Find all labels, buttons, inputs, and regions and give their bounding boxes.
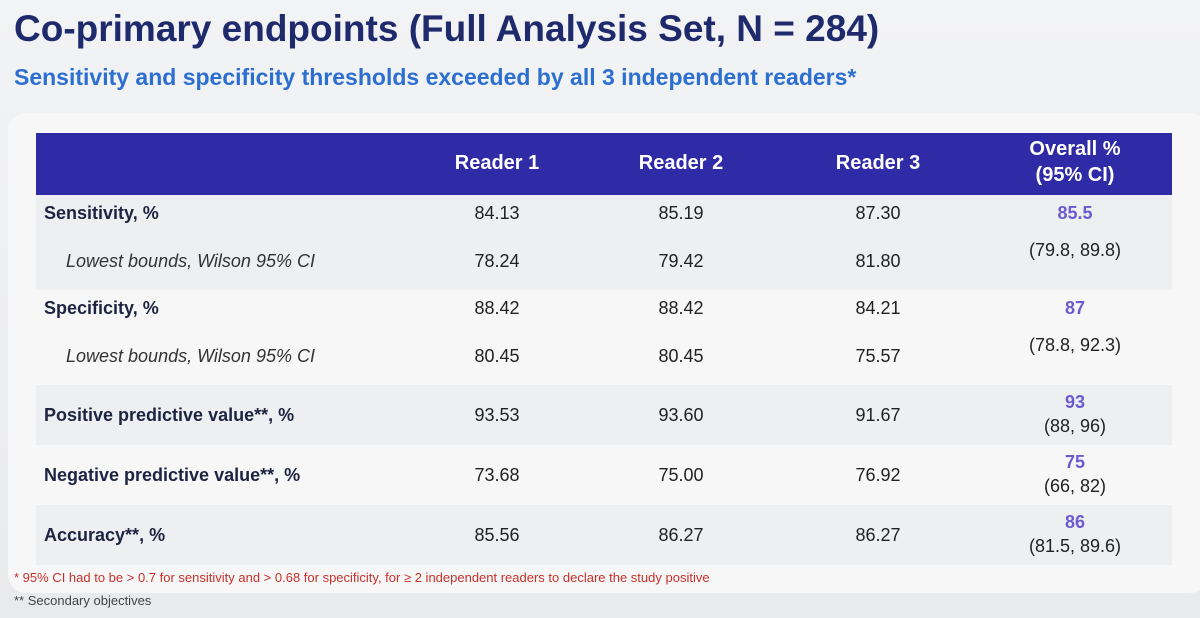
cell-value: 85.19 xyxy=(658,203,704,223)
cell-value: 85.56 xyxy=(474,525,520,545)
column-header: Reader 1 xyxy=(454,152,540,174)
cell-value: 81.80 xyxy=(855,251,901,271)
row-band xyxy=(36,290,1172,385)
cell-value: 86.27 xyxy=(658,525,704,545)
cell-value: 86.27 xyxy=(855,525,901,545)
row-label: Negative predictive value**, % xyxy=(44,465,301,485)
cell-value: 73.68 xyxy=(474,465,520,485)
row-band xyxy=(36,505,1172,565)
row-label: Sensitivity, % xyxy=(44,203,159,223)
overall-value: 75 xyxy=(1064,452,1086,472)
row-band xyxy=(36,385,1172,445)
overall-value: 85.5 xyxy=(1057,203,1093,223)
row-label: Positive predictive value**, % xyxy=(44,405,295,425)
subtitle: Sensitivity and specificity thresholds e… xyxy=(14,64,857,90)
row-label: Specificity, % xyxy=(44,298,159,318)
cell-value: 75.00 xyxy=(658,465,704,485)
cell-value: 78.24 xyxy=(474,251,520,271)
cell-value: 79.42 xyxy=(658,251,704,271)
cell-value: 91.67 xyxy=(855,405,901,425)
overall-ci: (81.5, 89.6) xyxy=(1028,536,1122,556)
overall-value: 87 xyxy=(1064,298,1086,318)
footnote: ** Secondary objectives xyxy=(14,593,152,608)
cell-value: 84.21 xyxy=(855,298,901,318)
table-header xyxy=(36,133,1172,195)
footnote: * 95% CI had to be > 0.7 for sensitivity… xyxy=(14,570,710,585)
column-header: Reader 2 xyxy=(638,152,724,174)
cell-value: 87.30 xyxy=(855,203,901,223)
title: Co-primary endpoints (Full Analysis Set,… xyxy=(14,8,880,49)
overall-ci: (66, 82) xyxy=(1043,476,1107,496)
row-label: Lowest bounds, Wilson 95% CI xyxy=(66,346,315,366)
cell-value: 80.45 xyxy=(474,346,520,366)
column-header: (95% CI) xyxy=(1035,164,1115,186)
cell-value: 88.42 xyxy=(474,298,520,318)
row-band xyxy=(36,195,1172,290)
overall-ci: (88, 96) xyxy=(1043,416,1107,436)
row-label: Lowest bounds, Wilson 95% CI xyxy=(66,251,315,271)
overall-ci: (78.8, 92.3) xyxy=(1028,335,1122,355)
row-label: Accuracy**, % xyxy=(44,525,166,545)
cell-value: 88.42 xyxy=(658,298,704,318)
overall-value: 93 xyxy=(1064,392,1086,412)
overall-value: 86 xyxy=(1064,512,1086,532)
cell-value: 80.45 xyxy=(658,346,704,366)
row-band xyxy=(36,445,1172,505)
cell-value: 84.13 xyxy=(474,203,520,223)
column-header: Reader 3 xyxy=(835,152,921,174)
column-header: Overall % xyxy=(1029,138,1121,160)
overall-ci: (79.8, 89.8) xyxy=(1028,240,1122,260)
cell-value: 93.60 xyxy=(658,405,704,425)
cell-value: 76.92 xyxy=(855,465,901,485)
cell-value: 75.57 xyxy=(855,346,901,366)
cell-value: 93.53 xyxy=(474,405,520,425)
